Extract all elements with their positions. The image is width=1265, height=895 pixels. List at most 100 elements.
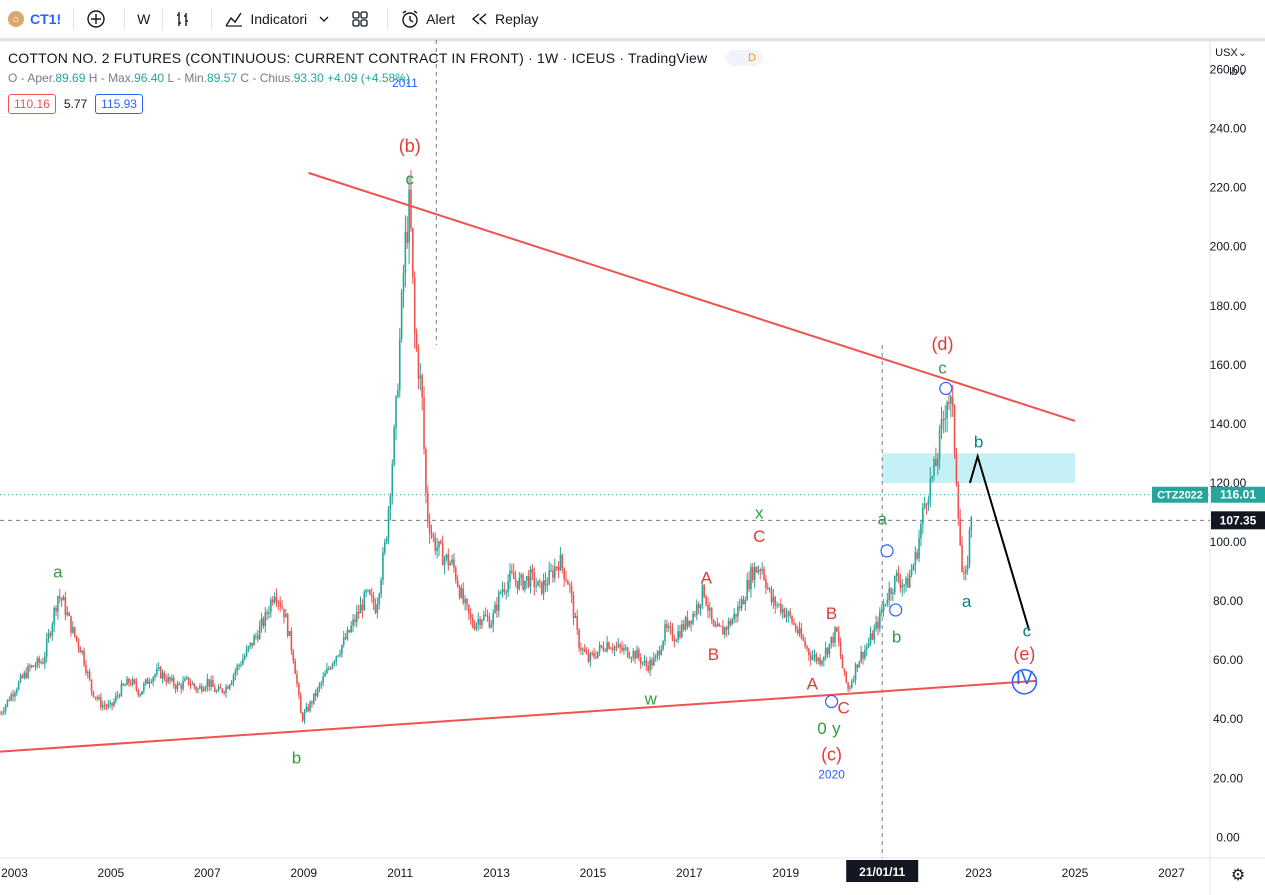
wave-label: IV	[1016, 668, 1033, 688]
alert-label: Alert	[426, 11, 455, 27]
candle-body	[755, 567, 758, 573]
compare-button[interactable]	[78, 0, 120, 38]
candle-body	[632, 651, 635, 658]
candle-body	[292, 650, 295, 662]
candle-body	[313, 693, 315, 704]
candle-body	[959, 518, 961, 546]
candle-body	[486, 615, 489, 618]
candle-body	[681, 624, 683, 638]
ohlc-row: O - Aper.89.69 H - Max.96.40 L - Min.89.…	[8, 71, 410, 85]
candle-body	[692, 614, 694, 624]
sell-price[interactable]: 110.16	[8, 94, 56, 114]
candle-body	[17, 681, 20, 690]
candle-body	[770, 589, 773, 603]
candle-body	[957, 484, 960, 519]
candle-body	[636, 649, 638, 659]
bid-ask-row: 110.16 5.77 115.93	[8, 94, 143, 114]
candle-body	[191, 683, 194, 685]
price-tick-label: 160.00	[1210, 358, 1247, 372]
data-delay-badge[interactable]: D	[726, 50, 762, 66]
candle-body	[550, 570, 552, 572]
pivot-marker-circle	[889, 603, 903, 617]
candle-body	[780, 603, 782, 613]
wave-label: y	[832, 719, 841, 738]
candle-body	[546, 584, 549, 586]
buy-price[interactable]: 115.93	[95, 94, 143, 114]
candle-body	[884, 603, 887, 606]
gear-icon[interactable]: ⚙	[1231, 865, 1245, 884]
candle-body	[135, 682, 138, 690]
cursor-price-box	[1211, 511, 1265, 530]
candle-body	[268, 612, 270, 615]
candle-body	[51, 624, 54, 636]
candle-body	[193, 683, 196, 687]
candle-body	[520, 574, 522, 578]
indicators-button[interactable]: Indicatori	[216, 0, 343, 38]
rewind-icon	[471, 12, 489, 26]
candle-body	[858, 661, 861, 668]
candle-body	[729, 620, 732, 625]
candle-body	[496, 604, 498, 611]
candle-body	[899, 581, 902, 588]
candle-body	[453, 559, 455, 568]
candle-body	[406, 231, 409, 243]
low-label: L - Min.	[167, 71, 208, 85]
candle-body	[531, 569, 534, 573]
candle-body	[40, 662, 42, 664]
candle-body	[524, 580, 526, 590]
candle-body	[507, 581, 509, 592]
candle-body	[598, 645, 601, 652]
candle-body	[454, 567, 457, 581]
candle-body	[68, 612, 70, 616]
candle-body	[412, 228, 414, 278]
candle-body	[384, 542, 386, 553]
indicators-label: Indicatori	[250, 11, 308, 27]
candle-body	[794, 624, 797, 631]
candle-body	[877, 621, 879, 629]
unit-selector[interactable]: lb⌄	[1229, 66, 1247, 78]
candle-body	[918, 538, 920, 559]
candle-body	[172, 677, 175, 686]
wave-label: A	[701, 568, 713, 587]
time-tick-label: 2025	[1062, 866, 1089, 880]
candle-body	[539, 580, 541, 582]
candle-body	[60, 598, 63, 601]
symbol-search[interactable]: ⌂ CT1!	[0, 0, 69, 38]
candle-body	[843, 668, 846, 672]
candle-body	[81, 650, 83, 653]
candle-body	[342, 637, 345, 645]
alert-button[interactable]: Alert	[392, 0, 463, 38]
candle-body	[819, 658, 821, 665]
candle-body	[653, 657, 655, 666]
candle-body	[283, 608, 285, 618]
chart-type-button[interactable]	[167, 0, 207, 38]
candle-body	[329, 668, 332, 670]
candle-body	[595, 656, 597, 658]
candle-body	[938, 428, 941, 459]
currency-selector[interactable]: USX⌄	[1215, 47, 1247, 59]
candle-body	[910, 570, 913, 576]
ctz-symbol-label: CTZ2022	[1157, 490, 1203, 502]
candle-body	[647, 666, 650, 671]
wave-label: 0	[817, 719, 826, 738]
chevron-down-icon[interactable]	[319, 15, 329, 23]
replay-button[interactable]: Replay	[463, 0, 547, 38]
interval-button[interactable]: W	[129, 0, 158, 38]
wave-label: b	[892, 627, 901, 646]
templates-button[interactable]	[343, 0, 383, 38]
candle-body	[813, 654, 816, 657]
wave-label: x	[755, 503, 764, 522]
candle-body	[197, 688, 199, 691]
candle-body	[186, 677, 188, 679]
candle-body	[32, 665, 35, 667]
high-value: 96.40	[134, 71, 165, 85]
candle-body	[733, 613, 735, 620]
candle-body	[195, 686, 197, 691]
candle-body	[623, 647, 625, 651]
candle-body	[331, 663, 334, 669]
candle-body	[387, 508, 390, 538]
candle-body	[481, 619, 483, 626]
candle-body	[940, 419, 943, 429]
candle-body	[925, 503, 928, 505]
